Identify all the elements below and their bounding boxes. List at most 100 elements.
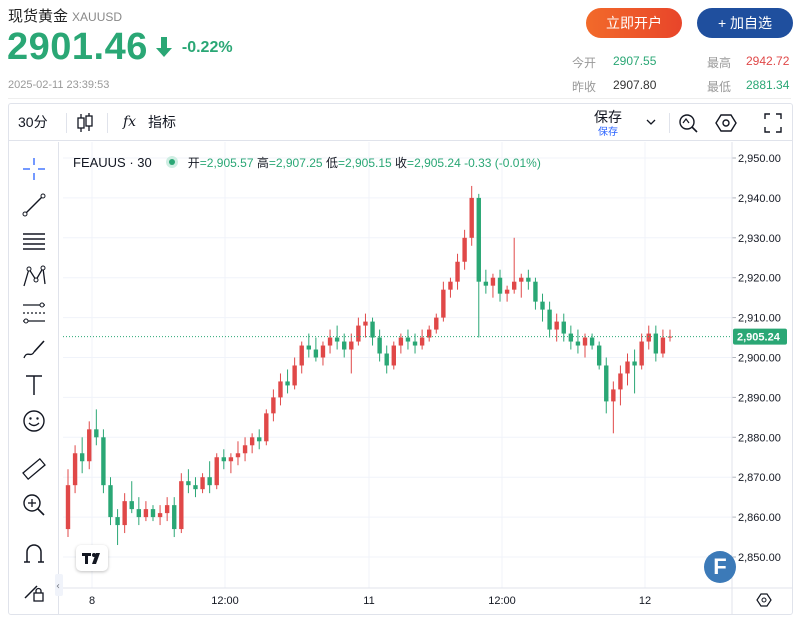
candle-body (334, 337, 340, 342)
candle-body (363, 321, 368, 326)
function-icon[interactable]: fx (123, 114, 137, 130)
candle-body (264, 413, 269, 442)
pattern-icon[interactable] (21, 264, 47, 290)
candle-body (179, 481, 184, 530)
candle-body (511, 281, 517, 290)
candle-body (455, 261, 460, 282)
candle-body (356, 325, 361, 342)
candle-body (65, 485, 71, 530)
candle-body (632, 361, 637, 366)
candle-body (596, 345, 602, 366)
last-price-badge (733, 328, 787, 345)
y-tick-label: 2,890.00 (738, 392, 781, 404)
candle-body (575, 341, 581, 346)
candle-body (87, 429, 92, 462)
horizontal-lines-icon[interactable] (21, 228, 47, 254)
candle-body (249, 437, 255, 446)
candle-body (589, 337, 595, 346)
candle-body (320, 345, 326, 358)
candle-body (327, 337, 333, 346)
y-tick-label: 2,850.00 (738, 552, 781, 564)
add-watchlist-button[interactable]: + 加自选 (697, 8, 793, 38)
candle-body (143, 509, 149, 518)
candle-body (349, 341, 354, 350)
indicators-button[interactable]: 指标 (148, 114, 176, 130)
candle-body (391, 345, 396, 366)
trend-line-icon[interactable] (21, 192, 47, 218)
fullscreen-icon[interactable] (763, 104, 783, 141)
candle-body (377, 337, 382, 354)
y-tick-label: 2,930.00 (738, 233, 781, 245)
today-open-value: 2907.55 (613, 54, 657, 68)
brush-icon[interactable] (21, 336, 47, 362)
candle-body (207, 477, 212, 486)
candle-body (405, 337, 411, 342)
crosshair-icon[interactable] (21, 156, 47, 182)
candle-body (172, 505, 177, 530)
candle-body (285, 381, 290, 386)
toolbar-separator (669, 113, 670, 133)
price-change-percent: -0.22% (181, 38, 233, 56)
instrument-name: 现货黄金 (8, 8, 69, 25)
candle-body (292, 365, 297, 386)
legend-open: 2,905.57 (206, 156, 254, 170)
candle-body (150, 509, 156, 518)
candle-body (483, 281, 489, 286)
candle-body (370, 321, 375, 338)
open-account-button[interactable]: 立即开户 (586, 8, 682, 38)
candle-body (164, 505, 170, 514)
lock-drawing-icon[interactable] (21, 578, 47, 604)
legend-close-label: 收 (395, 156, 408, 170)
candle-body (519, 277, 524, 282)
y-tick-label: 2,900.00 (738, 353, 781, 365)
y-tick-label: 2,910.00 (738, 313, 781, 325)
emoji-icon[interactable] (21, 408, 47, 434)
y-tick-label: 2,940.00 (738, 193, 781, 205)
candle-body (427, 329, 432, 338)
candle-body (646, 333, 651, 342)
alert-icon[interactable] (677, 104, 699, 141)
x-tick-label: 12 (639, 595, 651, 607)
ruler-icon[interactable] (21, 456, 47, 482)
text-tool-icon[interactable] (21, 372, 47, 398)
current-price: 2901.46 (7, 26, 148, 68)
market-status-icon (165, 156, 178, 168)
high-label: 最高 (707, 56, 732, 70)
low-value: 2881.34 (746, 78, 790, 92)
legend-high: 2,907.25 (275, 156, 323, 170)
candle-body (639, 341, 644, 366)
candle-body (476, 197, 481, 282)
candle-body (540, 301, 545, 310)
chart-legend: FEAUUS · 30 开=2,905.57 高=2,907.25 低=2,905… (73, 155, 541, 170)
candle-body (462, 237, 467, 262)
price-row: 2901.46 -0.22% (7, 26, 233, 69)
chevron-down-icon[interactable] (646, 104, 656, 141)
candle-body (306, 345, 311, 350)
axis-settings-icon[interactable] (756, 593, 772, 607)
candle-body (108, 485, 113, 518)
instrument-title: 现货黄金 XAUUSD (8, 5, 122, 26)
candle-body (228, 457, 234, 462)
zoom-in-icon[interactable] (21, 492, 47, 518)
toolbar-separator (107, 113, 108, 133)
chart-toolbar: 30分 fx 指标 保存 保存 (9, 104, 792, 141)
settings-gear-icon[interactable] (715, 104, 737, 141)
magnet-icon[interactable] (21, 540, 47, 566)
candle-body (271, 397, 276, 414)
save-button[interactable]: 保存 (594, 109, 622, 125)
fibonacci-icon[interactable] (21, 300, 47, 326)
candle-body (611, 389, 616, 402)
candle-body (412, 341, 418, 346)
candle-body (257, 437, 262, 442)
candle-body (441, 289, 446, 318)
candle-body (313, 349, 319, 358)
candle-body (242, 445, 248, 454)
legend-low-label: 低 (325, 156, 338, 170)
candle-body (582, 337, 588, 346)
candle-body (618, 373, 623, 390)
candle-type-icon[interactable] (75, 104, 95, 141)
candle-body (604, 365, 609, 402)
interval-selector[interactable]: 30分 (18, 114, 48, 130)
legend-close: 2,905.24 (414, 156, 461, 170)
